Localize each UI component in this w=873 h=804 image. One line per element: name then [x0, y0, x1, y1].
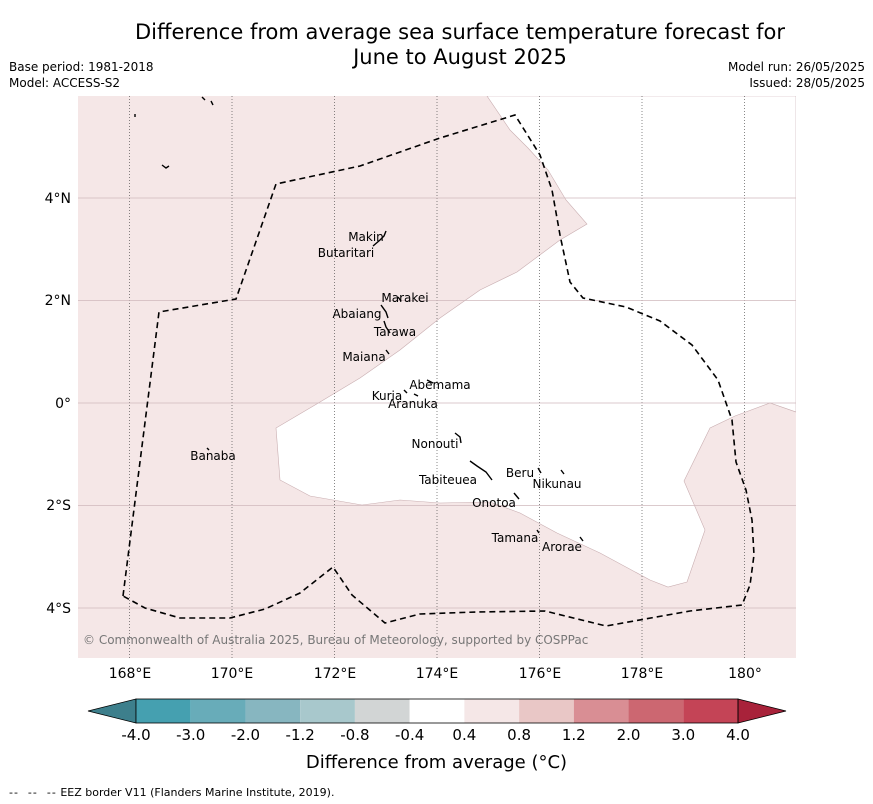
island-nikunau-outline — [560, 469, 565, 475]
label-onotoa: Onotoa — [472, 496, 516, 510]
island-tamana-outline — [536, 529, 540, 534]
x-tick-170e: 170°E — [211, 666, 254, 682]
label-arorae: Arorae — [542, 540, 582, 554]
legend-note-text: EEZ border V11 (Flanders Marine Institut… — [60, 786, 335, 799]
label-aranuka: Aranuka — [388, 397, 438, 411]
island-onotoa-outline — [513, 492, 520, 500]
colorbar-tick-label: -4.0 — [121, 726, 150, 744]
colorbar-tick-label: 1.2 — [562, 726, 586, 744]
island-arorae-outline — [579, 536, 584, 542]
island-abemama-outline — [426, 379, 434, 384]
colorbar-segment — [683, 699, 738, 723]
colorbar-segment — [409, 699, 465, 723]
map-title: Difference from average sea surface temp… — [80, 20, 840, 70]
y-tick-2n: 2°N — [45, 293, 71, 309]
reef-outline-2 — [210, 100, 214, 106]
colorbar-frame — [135, 698, 739, 724]
y-tick-4s: 4°S — [46, 601, 71, 617]
colorbar-tick-label: 0.8 — [507, 726, 531, 744]
island-tarawa-outline — [383, 320, 391, 334]
label-nikunau: Nikunau — [532, 477, 581, 491]
x-axis-ticks: 168°E 170°E 172°E 174°E 176°E 178°E 180° — [109, 666, 762, 682]
y-tick-0: 0° — [55, 396, 71, 412]
model-run: Model run: 26/05/2025 — [727, 60, 865, 74]
label-kuria: Kuria — [372, 389, 403, 403]
label-abemama: Abemama — [409, 378, 470, 392]
issued-date: Issued: 28/05/2025 — [749, 76, 865, 90]
colorbar-tick-label: -0.4 — [395, 726, 424, 744]
label-makin: Makin — [348, 230, 384, 244]
label-banaba: Banaba — [190, 449, 236, 463]
colorbar-tick-label: -3.0 — [176, 726, 205, 744]
title-line-2: June to August 2025 — [353, 45, 567, 69]
label-butaritari: Butaritari — [318, 246, 375, 260]
colorbar-segment — [519, 699, 574, 723]
label-marakei: Marakei — [381, 291, 428, 305]
label-tamana: Tamana — [491, 531, 539, 545]
island-beru-outline — [537, 467, 542, 474]
x-tick-168e: 168°E — [109, 666, 152, 682]
label-tabiteuea: Tabiteuea — [418, 473, 477, 487]
legend-note: -- -- -- EEZ border V11 (Flanders Marine… — [9, 786, 334, 799]
colorbar-tick-label: -0.8 — [340, 726, 369, 744]
y-tick-2s: 2°S — [46, 498, 71, 514]
island-kuria-outline — [403, 389, 408, 394]
label-maiana: Maiana — [342, 350, 385, 364]
label-abaiang: Abaiang — [332, 307, 381, 321]
colorbar-segment — [573, 699, 629, 723]
colorbar-tick-label: 0.4 — [452, 726, 476, 744]
colorbar-tick-label: -1.2 — [286, 726, 315, 744]
colorbar: -4.0 -3.0 -2.0 -1.2 -0.8 -0.4 0.4 0.8 1.2 2.0 3.0 4… — [87, 698, 787, 744]
colorbar-tick-label: 4.0 — [726, 726, 750, 744]
eez-border — [122, 114, 755, 627]
x-tick-174e: 174°E — [416, 666, 459, 682]
colorbar-under-arrow — [87, 698, 137, 724]
model-name: Model: ACCESS-S2 — [9, 76, 121, 90]
colorbar-segment — [300, 699, 355, 723]
island-nonouti-outline — [454, 432, 462, 444]
label-tarawa: Tarawa — [373, 325, 416, 339]
island-banaba-outline — [206, 447, 210, 451]
colorbar-segment — [245, 699, 301, 723]
colorbar-label: Difference from average (°C) — [305, 752, 568, 773]
island-maiana-outline — [385, 349, 390, 355]
eez-dash-symbol: -- -- -- — [9, 786, 57, 799]
meta-right: Model run: 26/05/2025 Issued: 28/05/2025 — [728, 59, 865, 91]
x-tick-178e: 178°E — [621, 666, 664, 682]
colorbar-tick-label: 2.0 — [617, 726, 641, 744]
colorbar-segment — [628, 699, 684, 723]
reef-outline-1 — [201, 96, 206, 101]
colorbar-segment — [354, 699, 410, 723]
base-period: Base period: 1981-2018 — [9, 60, 154, 74]
title-line-1: Difference from average sea surface temp… — [135, 20, 785, 44]
island-butaritari-outline — [372, 230, 387, 247]
label-beru: Beru — [506, 466, 534, 480]
map-area: Makin Butaritari Marakei Abaiang Tarawa … — [78, 96, 796, 658]
meta-left: Base period: 1981-2018 Model: ACCESS-S2 — [9, 59, 154, 91]
x-tick-172e: 172°E — [314, 666, 357, 682]
colorbar-segment — [136, 699, 191, 723]
island-abaiang-outline — [380, 304, 389, 319]
colorbar-segment — [464, 699, 520, 723]
island-labels: Makin Butaritari Marakei Abaiang Tarawa … — [190, 230, 582, 554]
island-tabiteuea-outline — [469, 460, 493, 481]
colorbar-over-arrow — [737, 698, 787, 724]
y-tick-4n: 4°N — [45, 191, 71, 207]
colorbar-tick-label: -2.0 — [231, 726, 260, 744]
colorbar-tick-label: 3.0 — [671, 726, 695, 744]
reef-outline-4 — [161, 164, 170, 169]
y-axis-ticks: 4°N 2°N 0° 2°S 4°S — [45, 191, 72, 617]
x-tick-176e: 176°E — [519, 666, 562, 682]
grid-lines — [78, 96, 796, 658]
x-tick-180: 180° — [728, 666, 762, 682]
colorbar-segment — [190, 699, 246, 723]
island-aranuka-outline — [413, 393, 419, 397]
copyright-notice: © Commonwealth of Australia 2025, Bureau… — [83, 633, 588, 647]
label-nonouti: Nonouti — [412, 437, 459, 451]
island-outlines — [134, 96, 584, 542]
island-marakei-outline — [397, 296, 402, 302]
